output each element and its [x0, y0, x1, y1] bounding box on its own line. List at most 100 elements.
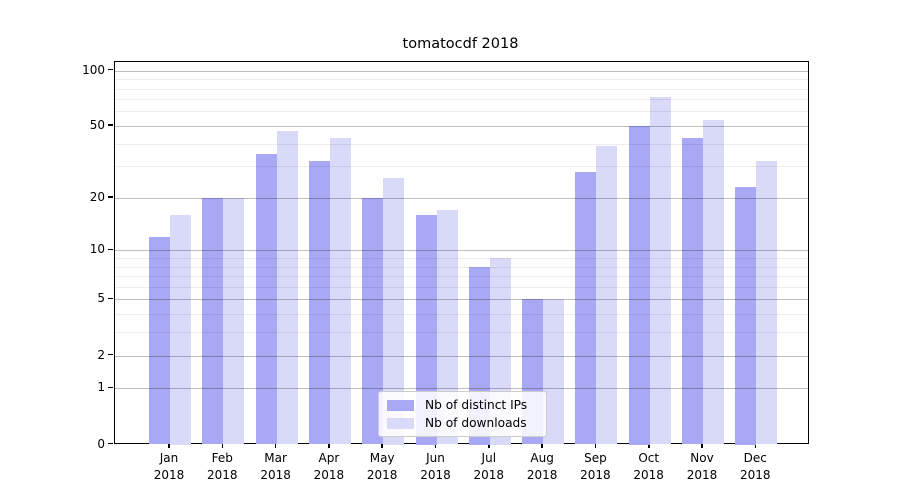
- gridline-minor: [114, 266, 808, 268]
- gridline-minor: [114, 99, 808, 101]
- bar-downloads: [543, 299, 565, 445]
- x-axis-month: May: [369, 451, 395, 465]
- legend-entry-downloads: Nb of downloads: [387, 414, 538, 432]
- x-axis-tick: [221, 443, 224, 448]
- bar-distinct-ips: [149, 236, 170, 445]
- x-axis-tick-label: Apr 2018: [299, 450, 359, 483]
- legend-label-distinct-ips: Nb of distinct IPs: [425, 398, 528, 412]
- x-axis-month: Jan: [159, 451, 179, 465]
- legend-swatch-downloads: [387, 417, 414, 429]
- bar-distinct-ips: [575, 171, 597, 445]
- gridline-minor: [114, 143, 808, 145]
- bar-distinct-ips: [628, 126, 650, 445]
- x-axis-tick: [328, 443, 330, 448]
- x-axis-tick: [541, 443, 543, 448]
- gridline-minor: [114, 111, 808, 113]
- legend-entry-distinct-ips: Nb of distinct IPs: [387, 396, 538, 414]
- x-axis-year: 2018: [633, 467, 664, 482]
- y-axis-tick-label: 5: [97, 291, 105, 306]
- y-axis-tick: [108, 442, 113, 445]
- x-axis-year: 2018: [686, 467, 718, 482]
- bar-distinct-ips: [682, 137, 703, 445]
- bar-downloads: [383, 177, 405, 445]
- gridline-minor: [114, 286, 808, 288]
- x-axis-year: 2018: [473, 467, 505, 482]
- bar-downloads: [170, 215, 191, 445]
- bar-distinct-ips: [308, 161, 330, 445]
- y-axis-tick: [108, 196, 113, 198]
- x-axis-month: Jun: [426, 451, 445, 465]
- x-axis-year: 2018: [740, 467, 771, 482]
- x-axis-tick-label: Feb 2018: [192, 450, 252, 483]
- gridline-minor: [114, 88, 808, 90]
- plot-area: Nb of distinct IPs Nb of downloads: [113, 60, 809, 445]
- x-axis-month: Oct: [638, 451, 660, 465]
- x-axis-tick-label: Oct 2018: [619, 450, 679, 483]
- gridline-major: [114, 126, 808, 127]
- x-axis-tick: [488, 443, 490, 448]
- gridline-minor: [114, 276, 808, 277]
- bar-downloads: [596, 145, 618, 445]
- x-axis-year: 2018: [580, 467, 611, 482]
- bar-downloads: [436, 210, 458, 445]
- x-axis-tick-label: May 2018: [352, 450, 412, 483]
- bar-downloads: [756, 161, 778, 445]
- x-axis-month: Jul: [481, 451, 497, 465]
- y-axis-tick: [108, 297, 113, 300]
- x-axis-year: 2018: [526, 467, 558, 482]
- legend-label-downloads: Nb of downloads: [425, 416, 527, 430]
- gridline-major: [114, 299, 808, 301]
- bar-downloads: [649, 96, 671, 445]
- x-axis-tick: [648, 443, 650, 448]
- x-axis-tick: [168, 443, 170, 448]
- gridline-major: [114, 70, 808, 72]
- x-axis-year: 2018: [207, 467, 238, 482]
- legend-swatch-distinct-ips: [387, 399, 414, 411]
- legend: Nb of distinct IPs Nb of downloads: [378, 391, 547, 437]
- bar-downloads: [329, 137, 351, 445]
- x-axis-tick-label: Aug 2018: [512, 450, 572, 483]
- gridline-major: [114, 388, 808, 390]
- bar-distinct-ips: [415, 215, 437, 445]
- x-axis-month: Dec: [743, 451, 767, 465]
- x-axis-tick: [594, 443, 597, 448]
- x-axis-tick: [434, 443, 437, 448]
- gridline-minor: [114, 314, 808, 316]
- bar-distinct-ips: [255, 154, 277, 445]
- gridline-minor: [114, 258, 808, 259]
- x-axis-month: Nov: [690, 451, 714, 465]
- y-axis-tick-label: 100: [82, 62, 105, 77]
- x-axis-month: Feb: [211, 451, 233, 465]
- x-axis-year: 2018: [366, 467, 398, 482]
- chart-title: tomatocdf 2018: [402, 36, 519, 52]
- x-axis-month: Apr: [318, 451, 340, 465]
- x-axis-tick-label: Jun 2018: [406, 450, 466, 483]
- x-axis-tick-label: Jul 2018: [459, 450, 519, 483]
- y-axis-tick: [108, 386, 113, 389]
- x-axis-tick: [701, 443, 703, 448]
- y-axis-tick: [108, 68, 113, 71]
- bar-downloads: [276, 130, 298, 445]
- x-axis-tick: [381, 443, 383, 448]
- x-axis-tick-label: Nov 2018: [672, 450, 732, 483]
- y-axis-tick: [108, 124, 113, 126]
- x-axis-tick-label: Sep 2018: [565, 450, 625, 483]
- bar-downloads: [703, 119, 724, 445]
- x-axis-tick-label: Dec 2018: [725, 450, 785, 483]
- x-axis-month: Mar: [264, 451, 287, 465]
- bar-distinct-ips: [202, 197, 224, 445]
- gridline-minor: [114, 332, 808, 334]
- gridline-major: [114, 355, 808, 357]
- y-axis-tick-label: 0: [97, 436, 105, 451]
- x-axis-year: 2018: [313, 467, 345, 482]
- x-axis-year: 2018: [420, 467, 451, 482]
- gridline-minor: [114, 79, 808, 80]
- bar-distinct-ips: [735, 187, 757, 445]
- y-axis-tick: [108, 353, 113, 356]
- bar-distinct-ips: [362, 197, 384, 445]
- x-axis-tick: [754, 443, 756, 448]
- x-axis-tick-label: Jan 2018: [139, 450, 199, 483]
- y-axis-tick-label: 2: [97, 347, 105, 362]
- x-axis-tick: [274, 443, 277, 448]
